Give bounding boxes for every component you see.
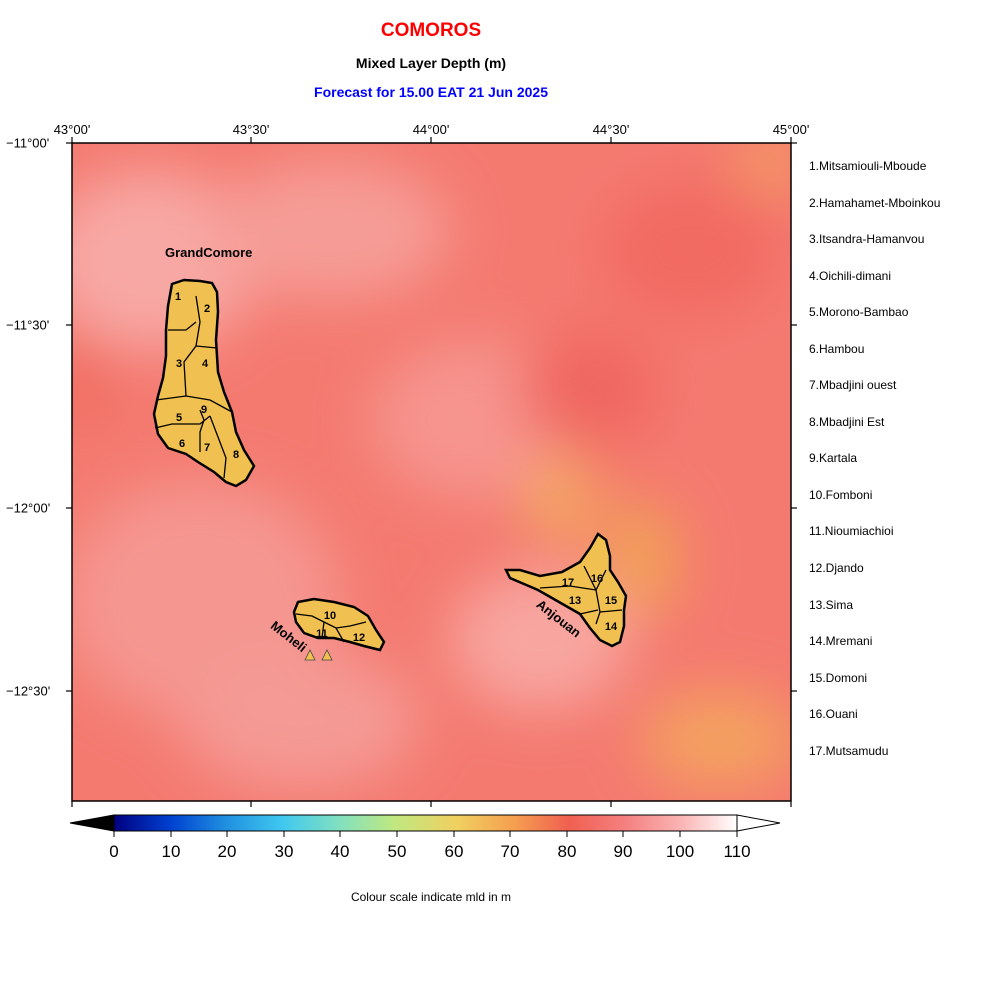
lon-label-44-30: 44°30' xyxy=(592,122,630,137)
colorbar-tick-label: 90 xyxy=(613,842,633,861)
colorbar-tick-label: 60 xyxy=(444,842,464,861)
lon-label-43-00: 43°00' xyxy=(53,122,91,137)
region-number-15: 15 xyxy=(605,595,617,607)
legend-item: 12.Djando xyxy=(809,561,864,575)
colorbar-tick-label: 40 xyxy=(330,842,350,861)
colorbar-tick-label: 110 xyxy=(723,842,751,861)
lon-label-43-30: 43°30' xyxy=(232,122,270,137)
variable-subtitle: Mixed Layer Depth (m) xyxy=(355,55,507,71)
region-number-16: 16 xyxy=(591,573,603,585)
legend-item: 8.Mbadjini Est xyxy=(809,415,885,429)
label-grand-comore: GrandComore xyxy=(165,245,252,260)
region-number-9: 9 xyxy=(201,404,207,416)
colorbar-tick-label: 20 xyxy=(217,842,237,861)
moheli-island xyxy=(292,597,386,661)
region-number-4: 4 xyxy=(202,358,209,370)
colorbar-tick-label: 80 xyxy=(557,842,577,861)
colorbar-caption: Colour scale indicate mld in m xyxy=(350,890,512,904)
legend-item: 4.Oichili-dimani xyxy=(809,269,892,283)
legend-item: 9.Kartala xyxy=(809,451,858,465)
anjouan-island xyxy=(503,532,628,648)
region-number-7: 7 xyxy=(204,442,210,454)
legend-item: 11.Nioumiachioi xyxy=(809,524,894,538)
region-number-2: 2 xyxy=(204,303,210,315)
colorbar-tick-label: 70 xyxy=(500,842,520,861)
region-number-11: 11 xyxy=(316,628,328,640)
legend-item: 13.Sima xyxy=(809,598,854,612)
map-title: COMOROS xyxy=(380,20,482,41)
colorbar xyxy=(69,814,781,837)
legend-item: 17.Mutsamudu xyxy=(809,744,889,758)
lon-label-44-00: 44°00' xyxy=(412,122,450,137)
lat-label-11-30: −11°30' xyxy=(6,317,50,333)
legend-item: 10.Fomboni xyxy=(809,488,873,502)
legend-item: 15.Domoni xyxy=(809,671,868,685)
grand-comore-island xyxy=(152,278,256,488)
region-number-6: 6 xyxy=(179,438,185,450)
legend-item: 5.Morono-Bambao xyxy=(809,305,909,319)
legend-item: 7.Mbadjini ouest xyxy=(809,378,897,392)
colorbar-tick-label: 100 xyxy=(665,842,695,861)
region-number-10: 10 xyxy=(324,610,336,622)
region-number-3: 3 xyxy=(176,358,182,370)
colorbar-high-arrow xyxy=(736,814,781,832)
region-number-5: 5 xyxy=(176,412,182,424)
colorbar-tick-label: 10 xyxy=(161,842,181,861)
lat-label-12-00: −12°00' xyxy=(6,500,51,516)
region-number-1: 1 xyxy=(175,291,181,303)
region-number-14: 14 xyxy=(605,621,618,633)
islet-shapes xyxy=(304,649,333,661)
lat-label-11-00: −11°00' xyxy=(6,135,50,151)
legend-item: 3.Itsandra-Hamanvou xyxy=(809,232,925,246)
legend-item: 2.Hamahamet-Mboinkou xyxy=(809,196,941,210)
colorbar-tick-label: 50 xyxy=(387,842,407,861)
colorbar-tick-label: 0 xyxy=(109,842,119,861)
frame-ticks xyxy=(66,137,797,807)
colorbar-gradient xyxy=(113,814,738,832)
mld-field xyxy=(72,143,791,801)
lon-label-45-00: 45°00' xyxy=(772,122,810,137)
lat-label-12-30: −12°30' xyxy=(6,683,51,699)
legend-item: 1.Mitsamiouli-Mboude xyxy=(809,159,927,173)
legend-item: 16.Ouani xyxy=(809,707,858,721)
forecast-time: Forecast for 15.00 EAT 21 Jun 2025 xyxy=(314,84,548,100)
region-number-17: 17 xyxy=(562,577,574,589)
colorbar-tick-label: 30 xyxy=(274,842,294,861)
region-number-13: 13 xyxy=(569,595,581,607)
legend-item: 14.Mremani xyxy=(809,634,873,648)
colorbar-low-arrow xyxy=(69,814,115,832)
region-number-8: 8 xyxy=(233,449,239,461)
legend-item: 6.Hambou xyxy=(809,342,865,356)
region-number-12: 12 xyxy=(353,632,365,644)
